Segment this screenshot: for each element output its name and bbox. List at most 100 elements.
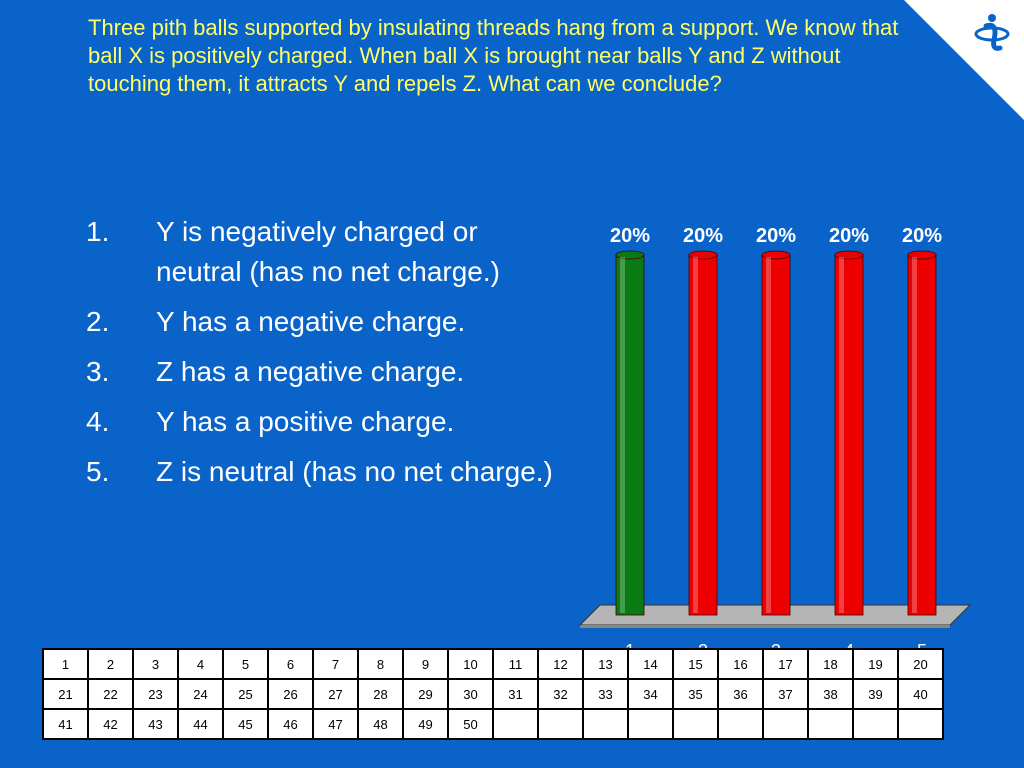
option-number: 3. <box>86 356 110 387</box>
chart-bar-top <box>834 250 864 260</box>
chart-bar-highlight <box>693 257 698 613</box>
chart-bar-top <box>615 250 645 260</box>
option-item[interactable]: 4. Y has a positive charge. <box>86 402 566 442</box>
grid-cell: 16 <box>717 648 764 680</box>
grid-cell <box>492 708 539 740</box>
option-item[interactable]: 3. Z has a negative charge. <box>86 352 566 392</box>
option-text: Y has a negative charge. <box>156 306 466 337</box>
grid-cell: 26 <box>267 678 314 710</box>
answer-options: 1. Y is negatively charged or neutral (ha… <box>86 212 566 502</box>
grid-cell: 13 <box>582 648 629 680</box>
option-text: Z is neutral (has no net charge.) <box>156 456 553 487</box>
grid-cell: 35 <box>672 678 719 710</box>
grid-cell: 20 <box>897 648 944 680</box>
grid-cell: 15 <box>672 648 719 680</box>
option-item[interactable]: 2. Y has a negative charge. <box>86 302 566 342</box>
chart-bar <box>761 254 791 616</box>
grid-cell: 37 <box>762 678 809 710</box>
chart-bar <box>688 254 718 616</box>
chart-bar-highlight <box>766 257 771 613</box>
option-number: 1. <box>86 216 110 247</box>
grid-cell <box>897 708 944 740</box>
chart-bar-top <box>761 250 791 260</box>
grid-cell: 34 <box>627 678 674 710</box>
grid-cell: 47 <box>312 708 359 740</box>
grid-cell <box>627 708 674 740</box>
grid-cell: 48 <box>357 708 404 740</box>
grid-cell: 18 <box>807 648 854 680</box>
grid-cell: 9 <box>402 648 449 680</box>
option-text: Y has a positive charge. <box>156 406 455 437</box>
grid-cell: 38 <box>807 678 854 710</box>
grid-cell <box>807 708 854 740</box>
grid-cell <box>717 708 764 740</box>
grid-cell: 39 <box>852 678 899 710</box>
chart-bar-highlight <box>912 257 917 613</box>
option-text: Y is negatively charged or neutral (has … <box>156 216 500 287</box>
grid-cell: 8 <box>357 648 404 680</box>
chart-data-label: 20% <box>829 225 869 247</box>
option-item[interactable]: 1. Y is negatively charged or neutral (ha… <box>86 212 566 292</box>
grid-cell: 42 <box>87 708 134 740</box>
grid-cell: 41 <box>42 708 89 740</box>
grid-cell: 24 <box>177 678 224 710</box>
grid-cell: 5 <box>222 648 269 680</box>
option-number: 5. <box>86 456 110 487</box>
grid-cell: 45 <box>222 708 269 740</box>
chart-data-label: 20% <box>756 225 796 247</box>
option-text: Z has a negative charge. <box>156 356 465 387</box>
grid-row: 1 2 3 4 5 6 7 8 9 10 11 12 13 14 15 16 17 18 19 20 <box>42 648 944 680</box>
chart-data-label: 20% <box>902 225 942 247</box>
grid-cell <box>582 708 629 740</box>
question-text: Three pith balls supported by insulating… <box>88 15 899 96</box>
grid-cell: 11 <box>492 648 539 680</box>
turning-point-logo-icon <box>904 0 1024 120</box>
chart-floor-edge <box>580 625 950 628</box>
grid-cell: 2 <box>87 648 134 680</box>
grid-cell: 40 <box>897 678 944 710</box>
chart-bar <box>907 254 937 616</box>
grid-cell: 10 <box>447 648 494 680</box>
chart-data-label: 20% <box>683 225 723 247</box>
option-number: 4. <box>86 406 110 437</box>
grid-cell: 27 <box>312 678 359 710</box>
chart-bar-top <box>907 250 937 260</box>
grid-cell: 31 <box>492 678 539 710</box>
grid-cell <box>762 708 809 740</box>
chart-bar-highlight <box>839 257 844 613</box>
grid-cell: 46 <box>267 708 314 740</box>
grid-cell: 12 <box>537 648 584 680</box>
grid-cell <box>537 708 584 740</box>
grid-cell: 3 <box>132 648 179 680</box>
grid-cell: 33 <box>582 678 629 710</box>
grid-cell: 7 <box>312 648 359 680</box>
chart-data-label: 20% <box>610 225 650 247</box>
grid-cell: 14 <box>627 648 674 680</box>
response-bar-chart: 20%120%220%320%420%5 <box>578 225 972 661</box>
grid-cell <box>852 708 899 740</box>
grid-row: 21 22 23 24 25 26 27 28 29 30 31 32 33 34 35 36 37 38 39 40 <box>42 678 944 710</box>
option-item[interactable]: 5. Z is neutral (has no net charge.) <box>86 452 566 492</box>
chart-bar-top <box>688 250 718 260</box>
chart-bar <box>834 254 864 616</box>
grid-cell: 32 <box>537 678 584 710</box>
grid-row: 41 42 43 44 45 46 47 48 49 50 <box>42 708 944 740</box>
grid-cell: 25 <box>222 678 269 710</box>
grid-cell: 44 <box>177 708 224 740</box>
grid-cell <box>672 708 719 740</box>
grid-cell: 30 <box>447 678 494 710</box>
grid-cell: 22 <box>87 678 134 710</box>
chart-bar-highlight <box>620 257 625 613</box>
grid-cell: 28 <box>357 678 404 710</box>
grid-cell: 49 <box>402 708 449 740</box>
grid-cell: 23 <box>132 678 179 710</box>
response-grid: 1 2 3 4 5 6 7 8 9 10 11 12 13 14 15 16 17 18 19 20 21 22 23 24 2… <box>42 648 944 740</box>
grid-cell: 36 <box>717 678 764 710</box>
grid-cell: 1 <box>42 648 89 680</box>
chart-bar <box>615 254 645 616</box>
grid-cell: 4 <box>177 648 224 680</box>
grid-cell: 43 <box>132 708 179 740</box>
grid-cell: 21 <box>42 678 89 710</box>
grid-cell: 50 <box>447 708 494 740</box>
option-number: 2. <box>86 306 110 337</box>
